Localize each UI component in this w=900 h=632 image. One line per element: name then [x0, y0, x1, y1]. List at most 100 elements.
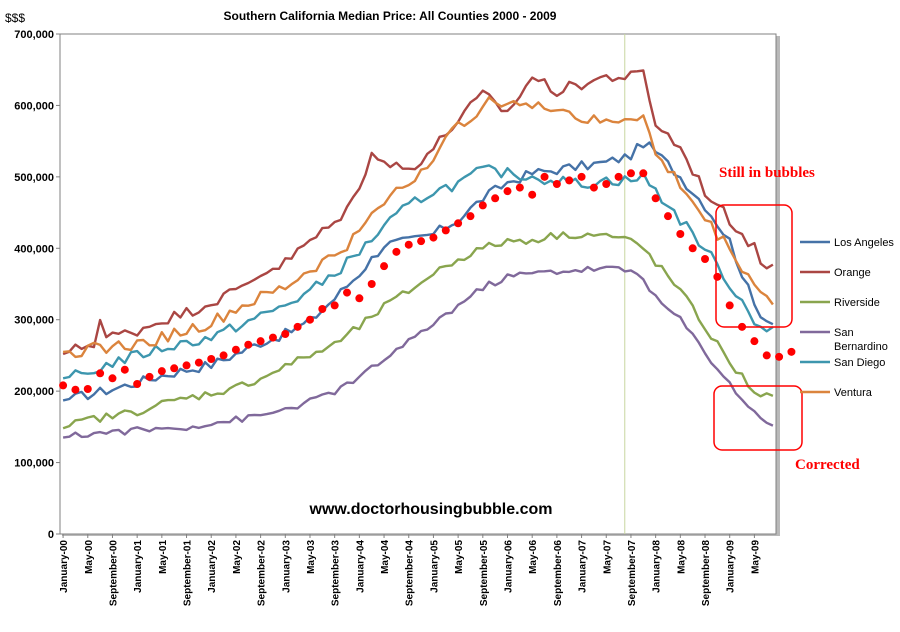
corrected-highlight-box	[713, 385, 803, 451]
x-axis-ticks: January-00 May-00 September-00 January-01 Ma…	[59, 534, 761, 606]
x-tick-label: May-07	[602, 540, 613, 574]
x-tick-label: January-04	[355, 540, 366, 593]
average-dot	[676, 230, 685, 238]
annotation-corrected: Corrected	[795, 457, 860, 473]
y-tick-label: 700,000	[14, 29, 54, 41]
x-tick-label: September-00	[108, 540, 119, 607]
average-dot	[614, 172, 623, 181]
x-tick-label: January-00	[59, 540, 70, 593]
average-dot	[182, 361, 191, 370]
average-dot	[145, 372, 154, 381]
average-dot	[219, 351, 228, 360]
x-tick-label: September-07	[627, 540, 638, 607]
x-tick-label: September-06	[553, 540, 564, 607]
x-tick-label: May-06	[528, 540, 539, 574]
legend-label: Los Angeles	[834, 237, 894, 249]
average-dot	[71, 385, 80, 394]
average-dot	[330, 301, 339, 310]
average-dot	[775, 352, 784, 361]
x-tick-label: May-02	[232, 540, 243, 574]
average-dot	[343, 288, 352, 297]
average-dot	[491, 194, 500, 203]
x-tick-label: September-03	[331, 540, 342, 607]
x-tick-label: January-03	[281, 540, 292, 593]
average-dot	[602, 180, 611, 188]
series-line-orange	[62, 69, 774, 356]
average-dot	[256, 337, 265, 346]
average-dot	[540, 172, 549, 181]
legend-label: Riverside	[834, 297, 880, 309]
average-dot	[466, 212, 475, 221]
x-tick-label: January-08	[652, 540, 663, 593]
x-tick-label: January-05	[429, 540, 440, 593]
series-line-riverside	[62, 231, 774, 430]
bubble-highlight-box	[715, 204, 793, 328]
average-dot	[231, 345, 240, 354]
x-tick-label: January-02	[207, 540, 218, 593]
average-dot	[701, 255, 710, 263]
average-dot	[133, 380, 142, 388]
average-dot	[688, 244, 697, 253]
average-dot	[787, 347, 796, 356]
average-dots	[59, 169, 796, 394]
x-tick-label: September-02	[257, 540, 268, 607]
x-tick-label: May-03	[306, 540, 317, 574]
average-dot	[713, 272, 722, 281]
legend-label-cont: Bernardino	[834, 341, 888, 353]
x-tick-label: May-09	[750, 540, 761, 574]
legend: Los Angeles Orange Riverside San Bernardino S…	[800, 237, 894, 399]
average-dot	[528, 190, 537, 199]
average-dot	[367, 280, 376, 288]
x-tick-label: May-08	[676, 540, 687, 574]
average-dot	[589, 183, 598, 192]
average-dot	[170, 364, 179, 373]
average-dot	[281, 330, 290, 338]
x-tick-label: January-01	[133, 540, 144, 593]
average-dot	[565, 176, 574, 185]
average-dot	[305, 315, 314, 324]
x-tick-label: January-07	[578, 540, 589, 593]
legend-label: Orange	[834, 267, 871, 279]
x-tick-label: May-05	[454, 540, 465, 574]
x-tick-label: September-05	[479, 540, 490, 607]
annotation-still-in-bubbles: Still in bubbles	[719, 165, 815, 181]
y-tick-label: 300,000	[14, 315, 54, 327]
average-dot	[429, 233, 438, 242]
y-tick-label: 0	[48, 529, 54, 541]
average-dot	[762, 351, 771, 360]
average-dot	[194, 358, 203, 367]
average-dot	[244, 340, 253, 349]
average-dot	[515, 183, 524, 192]
average-dot	[454, 219, 463, 228]
average-dot	[318, 305, 327, 313]
average-dot	[725, 301, 734, 310]
y-tick-label: 200,000	[14, 386, 54, 398]
series-line-san-bernardino	[62, 265, 774, 439]
average-dot	[96, 369, 105, 378]
x-tick-label: January-09	[726, 540, 737, 593]
x-tick-label: May-00	[84, 540, 95, 574]
average-dot	[651, 194, 660, 203]
y-tick-label: 600,000	[14, 100, 54, 112]
average-dot	[503, 187, 512, 196]
average-dot	[207, 355, 216, 363]
watermark-url: www.doctorhousingbubble.com	[309, 501, 553, 518]
average-dot	[417, 237, 426, 246]
x-tick-label: September-01	[183, 540, 194, 607]
y-tick-label: 100,000	[14, 458, 54, 470]
y-axis-ticks: 0 100,000 200,000 300,000 400,000 500,000 600,…	[14, 29, 60, 541]
x-tick-label: September-04	[405, 540, 416, 607]
average-dot	[157, 367, 166, 376]
average-dot	[626, 169, 635, 178]
average-dot	[404, 240, 413, 249]
y-unit-label: $$$	[5, 11, 25, 25]
x-tick-label: September-08	[701, 540, 712, 607]
average-dot	[83, 385, 92, 393]
average-dot	[268, 333, 277, 342]
series-line-ventura	[62, 96, 774, 359]
average-dot	[355, 294, 364, 303]
series-lines	[62, 69, 774, 439]
legend-label: San Diego	[834, 357, 885, 369]
average-dot	[380, 262, 389, 271]
